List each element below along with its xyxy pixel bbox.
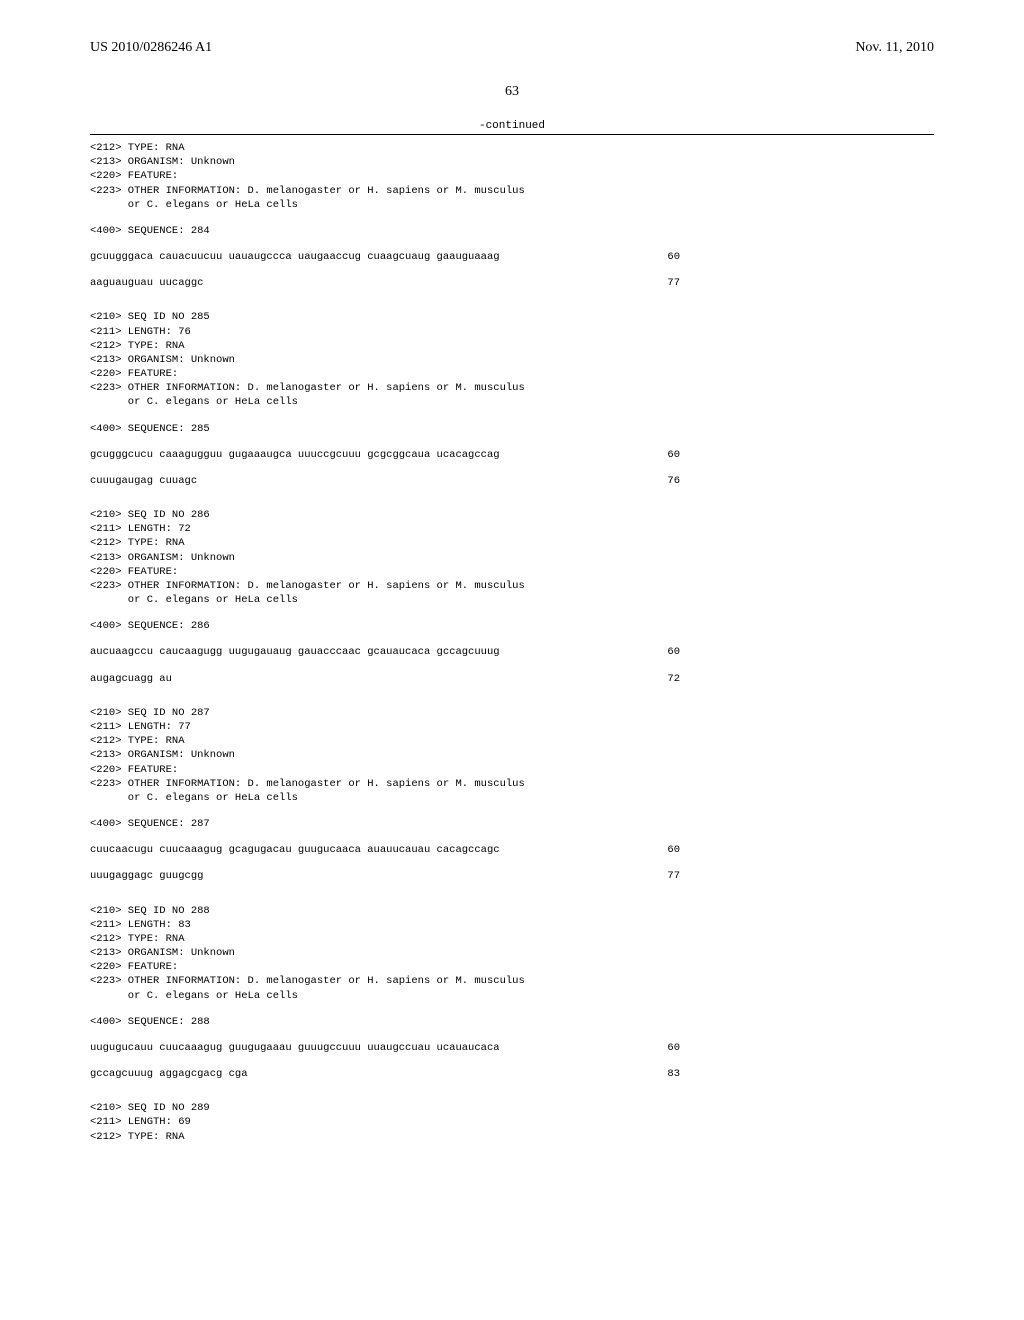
sequence-meta-line: <210> SEQ ID NO 288 [90,904,934,918]
sequence-text: cuuugaugag cuuagc [90,474,197,488]
sequence-text: augagcuagg au [90,672,172,686]
sequence-meta-line: or C. elegans or HeLa cells [90,791,934,805]
sequence-meta-line: <210> SEQ ID NO 289 [90,1101,934,1115]
horizontal-rule [90,134,934,135]
publication-number: US 2010/0286246 A1 [90,40,212,56]
sequence-meta-line: or C. elegans or HeLa cells [90,593,934,607]
sequence-meta-line: <213> ORGANISM: Unknown [90,946,934,960]
sequence-label: <400> SEQUENCE: 285 [90,422,934,436]
sequence-meta-line: <210> SEQ ID NO 286 [90,508,934,522]
sequence-meta-line: <213> ORGANISM: Unknown [90,551,934,565]
sequence-listing: <212> TYPE: RNA<213> ORGANISM: Unknown<2… [90,141,934,1144]
sequence-meta-line: <220> FEATURE: [90,763,934,777]
sequence-meta-line: <211> LENGTH: 77 [90,720,934,734]
continued-label: -continued [90,120,934,132]
sequence-meta-line: <210> SEQ ID NO 285 [90,310,934,324]
sequence-line: uugugucauu cuucaaagug guugugaaau guuugcc… [90,1041,680,1055]
sequence-meta-line: <211> LENGTH: 69 [90,1115,934,1129]
sequence-line: cuuugaugag cuuagc 76 [90,474,680,488]
sequence-line: augagcuagg au 72 [90,672,680,686]
sequence-line: gccagcuuug aggagcgacg cga 83 [90,1067,680,1081]
page-header: US 2010/0286246 A1 Nov. 11, 2010 [90,40,934,56]
sequence-meta-line: <220> FEATURE: [90,565,934,579]
sequence-meta-line: <212> TYPE: RNA [90,339,934,353]
sequence-text: uuugaggagc guugcgg [90,869,203,883]
page-number: 63 [90,84,934,100]
sequence-meta-line: <223> OTHER INFORMATION: D. melanogaster… [90,777,934,791]
sequence-position: 60 [637,448,680,462]
sequence-meta-line: or C. elegans or HeLa cells [90,198,934,212]
sequence-text: gccagcuuug aggagcgacg cga [90,1067,248,1081]
sequence-position: 60 [637,1041,680,1055]
sequence-label: <400> SEQUENCE: 288 [90,1015,934,1029]
sequence-line: cuucaacugu cuucaaagug gcagugacau guuguca… [90,843,680,857]
sequence-meta-line: <212> TYPE: RNA [90,1130,934,1144]
sequence-position: 60 [637,843,680,857]
sequence-meta-line: <210> SEQ ID NO 287 [90,706,934,720]
sequence-meta-line: <212> TYPE: RNA [90,932,934,946]
sequence-text: gcuugggaca cauacuucuu uauaugccca uaugaac… [90,250,500,264]
sequence-position: 83 [637,1067,680,1081]
sequence-meta-line: or C. elegans or HeLa cells [90,395,934,409]
sequence-position: 60 [637,645,680,659]
sequence-text: aucuaagccu caucaagugg uugugauaug gauaccc… [90,645,500,659]
sequence-position: 60 [637,250,680,264]
sequence-meta-line: <213> ORGANISM: Unknown [90,353,934,367]
sequence-meta-line: <223> OTHER INFORMATION: D. melanogaster… [90,184,934,198]
sequence-meta-line: <212> TYPE: RNA [90,536,934,550]
sequence-meta-line: <223> OTHER INFORMATION: D. melanogaster… [90,381,934,395]
sequence-position: 76 [637,474,680,488]
sequence-line: gcugggcucu caaagugguu gugaaaugca uuuccgc… [90,448,680,462]
sequence-position: 77 [637,869,680,883]
sequence-position: 72 [637,672,680,686]
sequence-label: <400> SEQUENCE: 284 [90,224,934,238]
sequence-text: aaguauguau uucaggc [90,276,203,290]
sequence-text: cuucaacugu cuucaaagug gcagugacau guuguca… [90,843,500,857]
sequence-meta-line: <223> OTHER INFORMATION: D. melanogaster… [90,974,934,988]
sequence-meta-line: <213> ORGANISM: Unknown [90,748,934,762]
sequence-text: uugugucauu cuucaaagug guugugaaau guuugcc… [90,1041,500,1055]
sequence-meta-line: or C. elegans or HeLa cells [90,989,934,1003]
sequence-meta-line: <213> ORGANISM: Unknown [90,155,934,169]
sequence-meta-line: <212> TYPE: RNA [90,734,934,748]
sequence-meta-line: <220> FEATURE: [90,367,934,381]
sequence-meta-line: <220> FEATURE: [90,169,934,183]
sequence-line: aucuaagccu caucaagugg uugugauaug gauaccc… [90,645,680,659]
sequence-meta-line: <211> LENGTH: 72 [90,522,934,536]
sequence-label: <400> SEQUENCE: 287 [90,817,934,831]
sequence-meta-line: <220> FEATURE: [90,960,934,974]
sequence-label: <400> SEQUENCE: 286 [90,619,934,633]
sequence-meta-line: <211> LENGTH: 83 [90,918,934,932]
sequence-line: uuugaggagc guugcgg 77 [90,869,680,883]
sequence-line: aaguauguau uucaggc 77 [90,276,680,290]
sequence-text: gcugggcucu caaagugguu gugaaaugca uuuccgc… [90,448,500,462]
sequence-meta-line: <223> OTHER INFORMATION: D. melanogaster… [90,579,934,593]
publication-date: Nov. 11, 2010 [855,40,934,56]
sequence-meta-line: <212> TYPE: RNA [90,141,934,155]
sequence-meta-line: <211> LENGTH: 76 [90,325,934,339]
sequence-line: gcuugggaca cauacuucuu uauaugccca uaugaac… [90,250,680,264]
sequence-position: 77 [637,276,680,290]
